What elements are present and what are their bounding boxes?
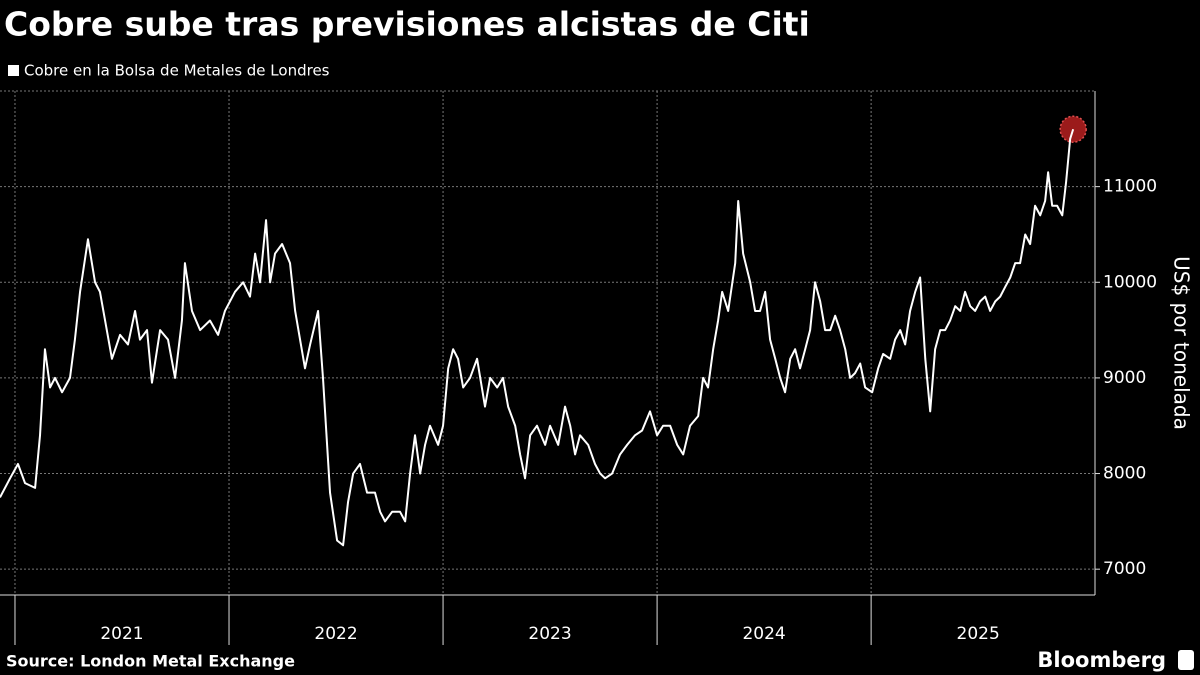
y-tick-label: 10000 <box>1103 272 1157 292</box>
source-note: Source: London Metal Exchange <box>6 652 295 671</box>
x-tick-label: 2025 <box>957 624 1000 644</box>
x-tick-label: 2024 <box>742 624 785 644</box>
x-tick-label: 2021 <box>100 624 143 644</box>
brand: Bloomberg <box>1037 648 1166 672</box>
y-tick-label: 8000 <box>1103 464 1146 484</box>
y-tick-label: 11000 <box>1103 177 1157 197</box>
y-tick-label: 9000 <box>1103 368 1146 388</box>
series-line <box>0 128 1075 547</box>
y-tick-label: 7000 <box>1103 559 1146 579</box>
y-axis-label: US$ por tonelada <box>1170 256 1194 430</box>
brand-icon <box>1178 650 1194 670</box>
x-tick-label: 2023 <box>528 624 571 644</box>
legend-label: Cobre en la Bolsa de Metales de Londres <box>24 62 330 80</box>
x-tick-label: 2022 <box>314 624 357 644</box>
legend-swatch <box>8 65 19 76</box>
chart-title: Cobre sube tras previsiones alcistas de … <box>4 5 810 44</box>
